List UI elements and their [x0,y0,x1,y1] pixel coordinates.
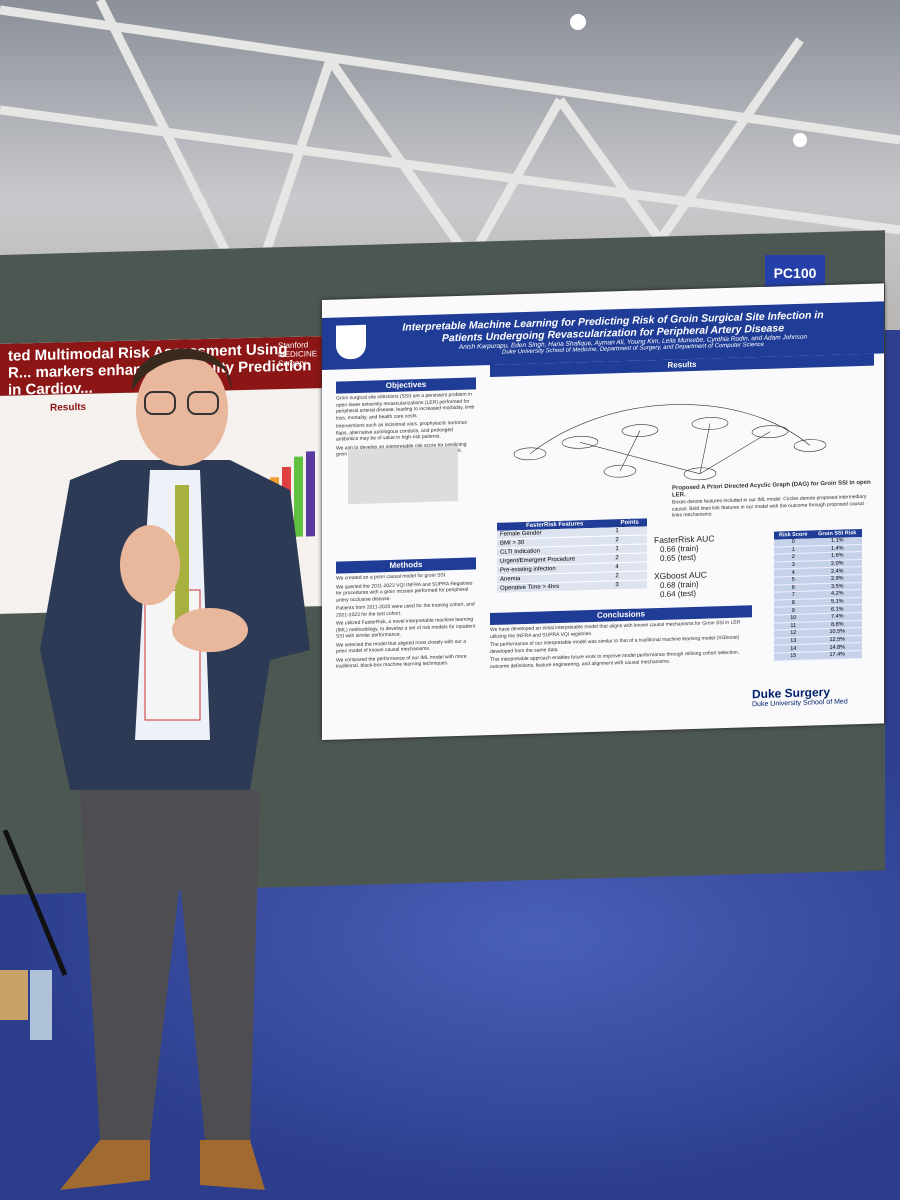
auc-block: FasterRisk AUC 0.66 (train) 0.65 (test) XGb… [654,533,714,599]
footer-logo: Duke Surgery Duke University School of M… [752,684,848,708]
bullet-text: We queried the 2011-2023 VQI INFRA and S… [336,580,473,604]
lanyard-badge [144,589,201,721]
table-cell: 17.4% [812,650,862,660]
methods-text: We created an a priori causal model for … [336,571,476,670]
table-row: 15 17.4% [774,650,862,661]
bullet-text: We compared the performance of our IML m… [336,653,467,670]
bullet-text: We utilized FasterRisk, a novel interpre… [336,616,476,640]
methods-block: Methods We created an a priori causal mo… [336,557,476,670]
auc-text: 0.64 (test) [660,588,697,599]
duke-school-text: Duke University School of Med [752,698,848,709]
presenter [40,348,310,1190]
main-poster: Interpretable Machine Learning for Predi… [322,283,884,740]
bullet-text: Interventions such as incisional vacs, p… [336,419,467,443]
table-cell: 15 [774,651,813,661]
risk-table: Risk Score Groin SSI Risk 0 1.1% 1 1.4% 2 1.6% 3… [774,528,862,661]
auc-text: 0.65 (test) [660,552,697,563]
dag-diagram [513,404,827,481]
bullet-text: Patients from 2011-2020 were used for th… [336,601,475,619]
surgical-images [348,445,458,505]
bullet-text: We selected the model that aligned most … [336,638,466,655]
conclusions-text: We have developed an initial interpretab… [490,619,752,670]
conclusions-block: Conclusions We have developed an initial… [490,605,752,670]
bullet-text: Groin surgical site infections (SSI) are… [336,391,475,422]
truss-lines [0,0,900,303]
duke-shield [336,324,366,360]
features-table: FasterRisk Features Points Female Gender 1 B… [497,518,647,594]
foreground-props [0,830,68,1040]
table-cell: 3 [612,579,647,590]
